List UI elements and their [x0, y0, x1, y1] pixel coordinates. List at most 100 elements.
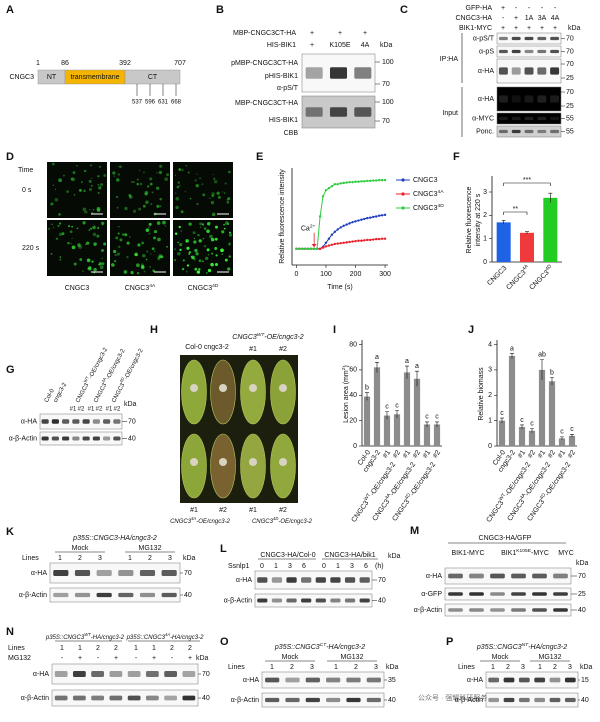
group-letter: a	[510, 345, 514, 352]
position: 1	[36, 60, 40, 67]
blot-band	[354, 107, 372, 117]
lane-label: #1	[249, 346, 257, 353]
row-label: Lines	[8, 645, 25, 652]
error-bar	[530, 428, 534, 433]
bar	[496, 222, 511, 262]
x-tick-label: #2	[432, 449, 442, 459]
point	[357, 239, 360, 242]
genotype-label: CNGC3-HA/bik1	[324, 552, 375, 559]
kda-marker: 40	[128, 435, 136, 442]
legend-marker	[401, 178, 405, 182]
cell	[55, 188, 57, 191]
lane-label: 2	[354, 664, 358, 671]
title-sup: CT	[320, 642, 328, 648]
cell	[198, 259, 202, 263]
cell	[141, 241, 144, 245]
blot-band	[271, 577, 283, 583]
blot-band	[53, 570, 69, 576]
panel-letter: P	[446, 636, 453, 648]
blot-band	[524, 129, 534, 134]
cell	[223, 223, 226, 226]
lane-label: 2	[96, 645, 100, 652]
point	[369, 238, 372, 242]
cell	[93, 242, 97, 246]
cell	[119, 165, 122, 168]
cell	[128, 193, 132, 197]
lane-label: 1	[491, 664, 495, 671]
cell	[132, 209, 137, 213]
lane-label: #1	[88, 407, 95, 413]
cell	[124, 233, 128, 237]
blot-band	[550, 49, 560, 54]
protein-name: CNGC3	[9, 74, 34, 81]
cell	[138, 207, 142, 211]
cell	[213, 179, 218, 184]
blot-band	[532, 592, 547, 596]
column-label: CNGC3WT-OE/cngc3-2	[232, 332, 304, 341]
point	[380, 237, 384, 240]
point	[357, 180, 360, 183]
blot-band	[305, 697, 320, 703]
cell	[99, 265, 104, 270]
blot-band	[96, 570, 112, 576]
blot-band	[182, 671, 196, 677]
blot	[444, 567, 572, 585]
group-letter: c	[435, 414, 439, 421]
cell	[149, 266, 151, 268]
blot-band	[127, 695, 141, 701]
position: 392	[119, 60, 131, 67]
cell	[101, 249, 104, 252]
cell	[186, 271, 188, 273]
cell	[175, 196, 180, 201]
legend-name: CNGC3	[413, 205, 438, 212]
cell	[173, 258, 177, 262]
panel-letter: D	[6, 151, 14, 163]
blot-band	[518, 697, 530, 703]
lane-label: +	[78, 655, 82, 662]
panel-letter: B	[216, 4, 224, 16]
blot-band	[286, 598, 297, 603]
blot-band	[564, 697, 576, 703]
point	[360, 218, 363, 221]
lane-label: #1	[106, 407, 113, 413]
blot-band	[72, 695, 86, 701]
blot-band	[448, 592, 463, 596]
blot-band	[534, 697, 546, 703]
blot-label: α-HA	[467, 677, 483, 684]
lane-label: +	[540, 25, 544, 32]
error-bar	[548, 192, 553, 203]
point	[336, 228, 339, 231]
cell	[188, 251, 191, 254]
kda-marker: 70	[566, 61, 574, 68]
cell	[149, 177, 153, 181]
cell	[97, 227, 100, 230]
cell	[51, 223, 53, 226]
column-label-sup: WT	[257, 332, 266, 338]
cell	[179, 248, 182, 252]
point	[333, 242, 337, 246]
error-bar	[365, 392, 369, 401]
cell	[71, 245, 76, 250]
row-label: 220 s	[22, 245, 40, 252]
cell	[197, 233, 200, 237]
legend-sup: 4A	[438, 189, 445, 195]
legend-marker	[401, 192, 405, 196]
blot-label: α-β-Actin	[414, 607, 442, 614]
inoculation-spot	[279, 458, 287, 466]
lane-label: -	[61, 655, 64, 662]
inoculation-spot	[279, 384, 287, 392]
treatment-label: MG132	[341, 654, 364, 661]
cell	[97, 183, 100, 186]
blot-label: α-β-Actin	[231, 697, 259, 704]
point	[354, 220, 357, 223]
condition-label-base: BIK1	[501, 550, 516, 557]
cell	[101, 224, 104, 226]
panel-letter: I	[333, 324, 336, 336]
lane-label: +	[514, 15, 518, 22]
panel-letter: F	[453, 151, 460, 163]
blot-band	[139, 592, 156, 598]
cell	[151, 247, 155, 251]
title: p35S::CNGC34A-HA/cngc3-2	[126, 632, 204, 641]
blot-band	[537, 95, 547, 103]
